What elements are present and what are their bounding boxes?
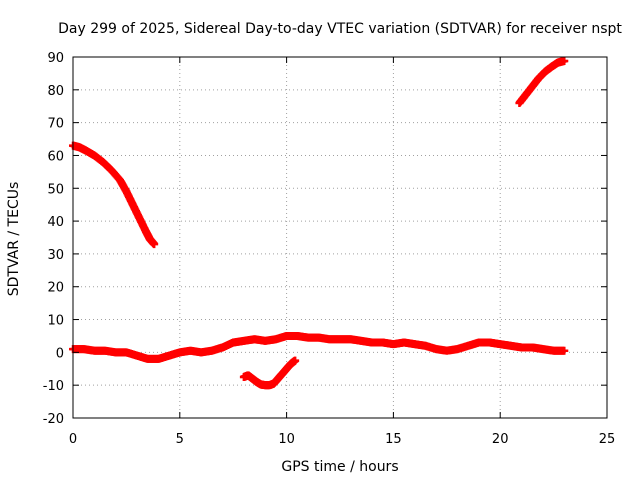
x-tick-label: 0 [69, 432, 77, 447]
series-negative-dip-segment [239, 356, 300, 390]
y-tick-label: 70 [47, 117, 64, 132]
series-rising-arc-late [515, 56, 569, 107]
x-tick-label: 25 [599, 432, 616, 447]
y-tick-label: 10 [47, 314, 64, 329]
data-point [560, 56, 569, 65]
y-tick-label: -20 [43, 412, 64, 427]
y-tick-label: 30 [47, 248, 64, 263]
grid-layer [73, 57, 607, 418]
series-descending-arc-early [69, 141, 159, 249]
data-point [560, 346, 569, 355]
y-tick-label: -10 [43, 379, 64, 394]
data-point [291, 356, 300, 365]
y-tick-label: 80 [47, 84, 64, 99]
y-tick-label: 40 [47, 215, 64, 230]
x-axis-title: GPS time / hours [281, 459, 398, 475]
y-tick-label: 0 [56, 346, 64, 361]
x-tick-label: 20 [492, 432, 509, 447]
data-layer [69, 56, 569, 390]
y-axis-title: SDTVAR / TECUs [6, 182, 22, 297]
y-tick-label: 60 [47, 149, 64, 164]
x-tick-label: 15 [385, 432, 402, 447]
y-tick-label: 90 [47, 51, 64, 66]
y-tick-label: 50 [47, 182, 64, 197]
chart-title: Day 299 of 2025, Sidereal Day-to-day VTE… [58, 21, 622, 37]
tick-layer: 0 5 10 15 20 25 -20 -10 0 10 20 30 40 50 60 70 80 90 [43, 51, 616, 447]
series-main-near-zero-track [69, 331, 569, 363]
plot-frame [72, 56, 608, 419]
x-tick-label: 10 [278, 432, 295, 447]
y-tick-label: 20 [47, 281, 64, 296]
x-tick-label: 5 [176, 432, 184, 447]
data-point [150, 240, 159, 249]
